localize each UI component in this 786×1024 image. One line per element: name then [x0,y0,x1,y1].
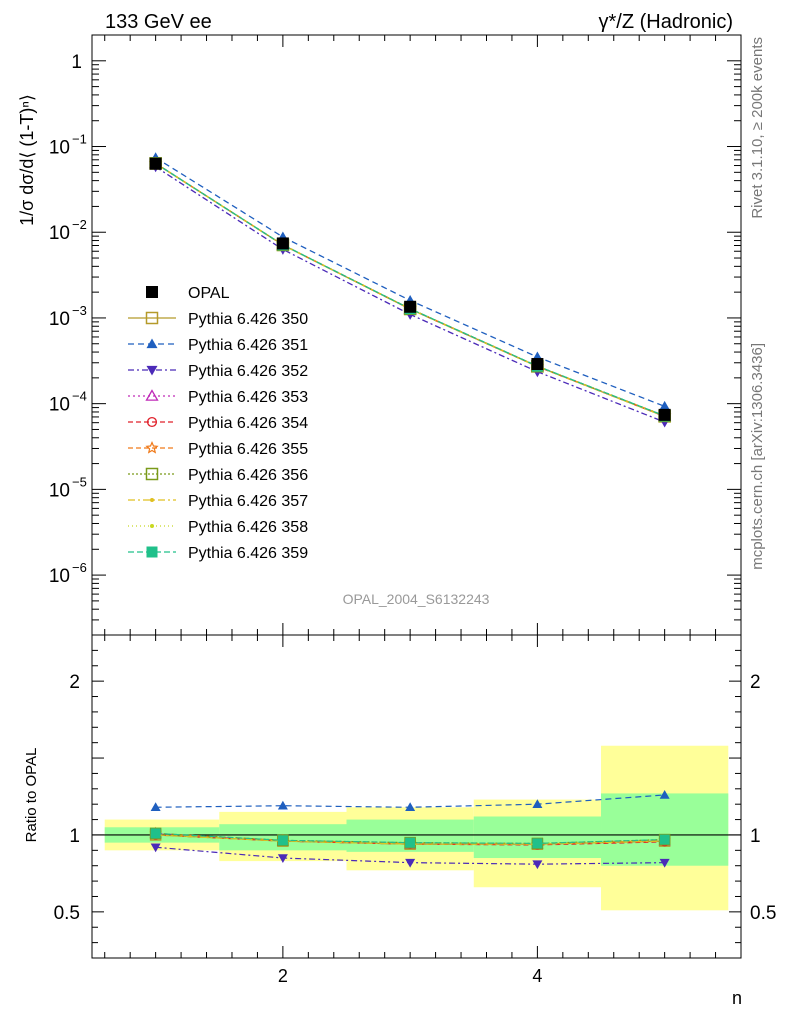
ratio-y-tick-label-right-0: 0.5 [750,903,776,924]
legend: OPAL Pythia 6.426 350 Pythia 6.426 351 Pyth… [128,285,308,562]
legend-label-9: Pythia 6.426 358 [188,519,308,536]
legend-marker-8 [150,498,154,502]
main-y-tick-label-6: 10 [49,566,70,587]
legend-marker-1 [145,311,159,325]
main-y-tick-label-0: 1 [71,52,82,73]
legend-marker-10 [146,546,158,558]
ratio-line-8 [155,834,665,845]
main-point-0-3 [531,358,544,371]
ratio-point-2-4 [659,858,670,868]
ratio-point-9-3 [532,838,543,849]
legend-marker-9 [150,524,154,528]
main-ylabel: 1/σ dσ/d⟨ (1-T)ⁿ⟩ [17,94,37,226]
ratio-point-1-4 [659,789,670,799]
legend-label-0: OPAL [188,285,230,302]
band-inner-4 [601,793,729,866]
main-y-tick-label-1: 10 [49,138,70,159]
x-axis-label: n [732,988,742,1008]
main-y-tick-label-4: 10 [49,395,70,416]
ratio-point-2-2 [405,858,416,868]
ratio-y-tick-label-left-1: 1 [69,826,80,847]
band-inner-3 [473,816,602,859]
rivet-label: Rivet 3.1.10, ≥ 200k events [749,37,766,219]
main-y-tick-exp-5: −5 [72,474,87,489]
ratio-point-2-0 [150,843,161,853]
ratio-y-tick-label-right-1: 1 [750,826,761,847]
main-y-tick-label-5: 10 [49,480,70,501]
main-series [148,152,672,428]
legend-label-1: Pythia 6.426 350 [188,311,308,328]
ratio-point-2-1 [277,854,288,864]
main-point-0-0 [149,157,162,170]
ratio-bands [92,745,741,911]
ratio-point-1-1 [277,800,288,810]
ratio-point-1-3 [532,799,543,808]
legend-label-3: Pythia 6.426 352 [188,363,308,380]
ratio-point-2-3 [532,860,543,870]
main-y-tick-exp-3: −3 [72,303,87,318]
ratio-point-1-0 [150,802,161,812]
ratio-y-tick-label-left-2: 2 [69,672,80,693]
main-point-0-1 [276,237,289,250]
mcplots-label: mcplots.cern.ch [arXiv:1306.3436] [749,343,766,570]
main-y-tick-exp-2: −2 [72,217,87,232]
ratio-frame [91,634,742,959]
legend-marker-3 [146,365,158,376]
ratio-y-tick-label-left-0: 0.5 [54,903,80,924]
ratio-point-9-0 [150,828,161,839]
main-line-3 [155,166,665,423]
main-y-tick-exp-4: −4 [72,389,87,404]
legend-marker-2 [146,338,158,349]
legend-marker-4 [145,389,159,401]
legend-label-5: Pythia 6.426 354 [188,415,308,432]
header-right: γ*/Z (Hadronic) [599,11,733,33]
legend-label-7: Pythia 6.426 356 [188,467,308,484]
ratio-series [149,789,671,870]
x-tick-label-1: 4 [532,966,542,986]
legend-label-4: Pythia 6.426 353 [188,389,308,406]
main-y-tick-exp-1: −1 [72,132,87,147]
legend-label-2: Pythia 6.426 351 [188,337,308,354]
main-y-tick-label-3: 10 [49,309,70,330]
ratio-point-9-1 [277,835,288,846]
legend-label-8: Pythia 6.426 357 [188,493,308,510]
ratio-y-tick-label-right-2: 2 [750,672,761,693]
ratio-point-9-4 [659,834,670,845]
x-tick-label-0: 2 [278,966,288,986]
legend-label-6: Pythia 6.426 355 [188,441,308,458]
ratio-ylabel: Ratio to OPAL [23,748,40,843]
main-point-0-2 [404,300,417,313]
legend-marker-0 [146,286,158,298]
legend-marker-6 [145,440,159,454]
ratio-point-1-2 [405,802,416,812]
header-left: 133 GeV ee [105,11,212,33]
main-point-2-4 [659,400,671,411]
legend-marker-7 [145,467,159,481]
main-y-tick-label-2: 10 [49,223,70,244]
main-point-0-4 [658,408,671,421]
ratio-point-9-2 [405,837,416,848]
legend-label-10: Pythia 6.426 359 [188,545,308,562]
legend-marker-5 [146,416,158,428]
analysis-label: OPAL_2004_S6132243 [343,591,490,607]
main-y-tick-exp-6: −6 [72,560,87,575]
